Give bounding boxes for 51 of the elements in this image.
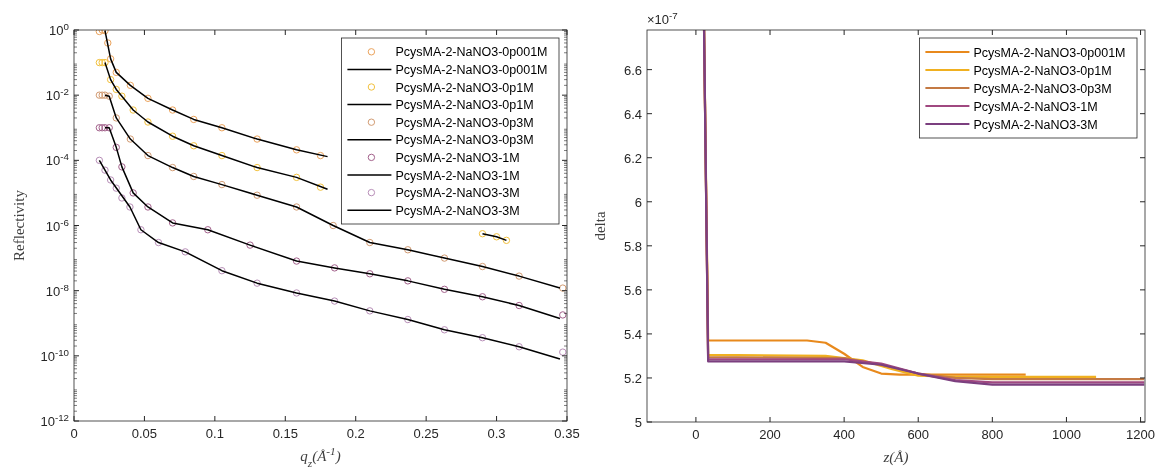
y-axis-title: Reflectivity (11, 189, 27, 261)
legend-label: PcysMA-2-NaNO3-0p3M (395, 115, 534, 130)
legend-label: PcysMA-2-NaNO3-0p001M (973, 45, 1126, 60)
y-tick-label: 5 (634, 415, 642, 430)
y-tick-label: 10$^{-10}$ (40, 346, 70, 364)
y-tick-label: 6.6 (623, 62, 642, 78)
legend-label: PcysMA-2-NaNO3-0p001M (395, 45, 548, 60)
y-axis-title: delta (592, 211, 608, 241)
y-tick-label: 10$^{-6}$ (45, 216, 69, 234)
x-tick-label: 400 (833, 427, 855, 442)
legend-label: PcysMA-2-NaNO3-0p001M (395, 62, 548, 77)
text: ×10$^{-7}$ (647, 9, 678, 27)
y-tick-label: 10$^{-12}$ (40, 411, 69, 429)
x-tick-label: 600 (907, 427, 930, 442)
x-tick-label: 0 (692, 427, 700, 442)
x-tick-label: 200 (759, 427, 781, 442)
x-axis-title: q$_{z}$(Å$^{-1}$) (300, 445, 341, 469)
x-axis-title: z(Å) (882, 449, 909, 466)
x-tick-label: 800 (981, 427, 1004, 442)
legend-label: PcysMA-2-NaNO3-0p1M (395, 80, 534, 95)
legend-label: PcysMA-2-NaNO3-1M (395, 150, 520, 165)
x-tick-label: 1200 (1126, 427, 1156, 442)
y-tick-label: 10$^{0}$ (49, 20, 70, 38)
x-tick-label: 1000 (1051, 427, 1081, 442)
x-tick-label: 0 (70, 426, 78, 441)
legend-label: PcysMA-2-NaNO3-1M (395, 168, 520, 183)
y-tick-label: 10$^{-8}$ (45, 281, 69, 299)
x-tick-label: 0.25 (413, 426, 439, 441)
legend-label: PcysMA-2-NaNO3-3M (395, 203, 520, 218)
y-tick-label: 6.2 (623, 150, 642, 166)
y-tick-label: 6.4 (623, 106, 642, 122)
legend-label: PcysMA-2-NaNO3-0p3M (395, 133, 534, 148)
legend-label: PcysMA-2-NaNO3-0p1M (395, 98, 534, 113)
legend-label: PcysMA-2-NaNO3-0p3M (973, 81, 1112, 96)
y-tick-label: 5.8 (623, 238, 642, 254)
y-tick-label: 10$^{-4}$ (45, 150, 70, 169)
y-tick-label: 10$^{-2}$ (45, 85, 69, 104)
y-tick-label: 5.2 (623, 370, 642, 386)
x-tick-label: 0.05 (131, 426, 158, 441)
x-tick-label: 0.35 (554, 426, 580, 441)
x-tick-label: 0.15 (272, 426, 298, 441)
legend-label: PcysMA-2-NaNO3-0p1M (973, 63, 1112, 78)
legend-label: PcysMA-2-NaNO3-1M (973, 99, 1098, 114)
x-tick-label: 0.1 (205, 426, 224, 441)
x-tick-label: 0.3 (487, 426, 506, 441)
x-tick-label: 0.2 (346, 426, 365, 441)
y-tick-label: 5.4 (623, 326, 642, 342)
legend-label: PcysMA-2-NaNO3-3M (395, 186, 520, 201)
y-tick-label: 5.6 (623, 282, 642, 298)
y-tick-label: 6 (634, 194, 642, 210)
legend-label: PcysMA-2-NaNO3-3M (973, 117, 1098, 132)
